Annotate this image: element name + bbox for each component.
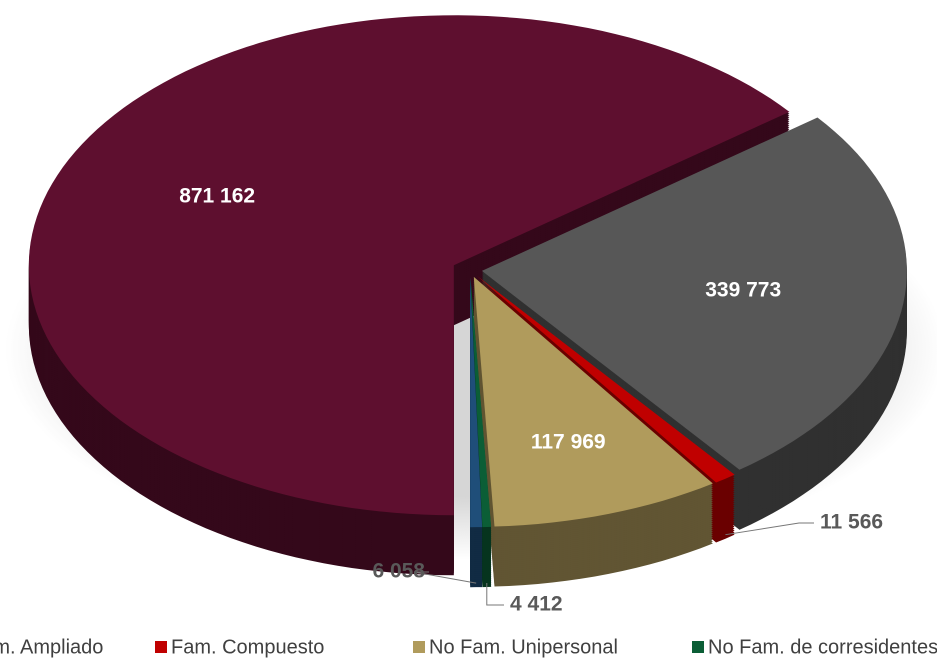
value-label: 117 969 (531, 430, 606, 453)
legend-label: No Fam. Unipersonal (429, 636, 618, 658)
value-label: 4 412 (510, 593, 563, 616)
legend-swatch (155, 641, 167, 653)
value-label: 11 566 (820, 511, 883, 534)
leader-line (486, 583, 504, 606)
legend-swatch (413, 641, 425, 653)
slice (477, 275, 735, 483)
slice (28, 15, 790, 516)
legend-swatch (692, 641, 704, 653)
value-label: 871 162 (179, 185, 255, 208)
value-label: 339 773 (705, 278, 781, 301)
value-label: 6 058 (372, 560, 425, 583)
slice (481, 117, 907, 470)
legend-label: No Fam. de corresidentes (708, 636, 937, 658)
slice (473, 276, 713, 527)
leader-line (725, 522, 814, 536)
slice (470, 277, 483, 528)
legend-label: Fam. Ampliado (0, 636, 103, 658)
legend-label: Fam. Compuesto (171, 636, 324, 658)
slice (470, 277, 492, 528)
leader-line (413, 571, 477, 584)
